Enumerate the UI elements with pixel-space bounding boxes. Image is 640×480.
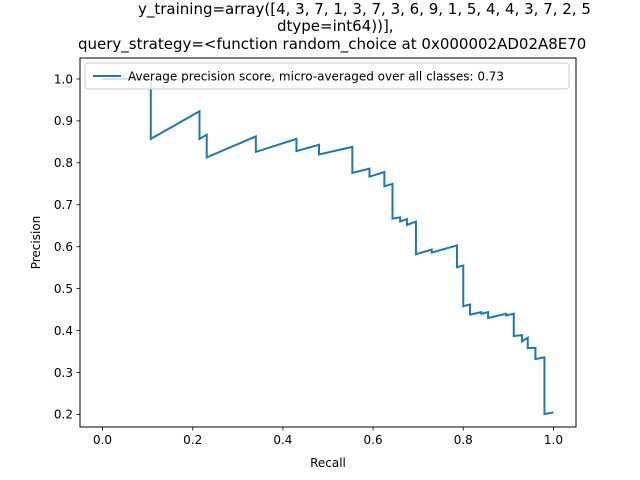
pr-curve-series-0 bbox=[102, 77, 554, 416]
axis-ticks: 0.0 0.2 0.4 0.6 0.8 1.0 0.2 0.3 0.4 0.5 0.6 0.7 0.8 0… bbox=[54, 72, 563, 447]
y-tick-label: 0.3 bbox=[54, 366, 73, 380]
plot-area bbox=[79, 57, 577, 428]
chart-title-line-2: dtype=int64))], bbox=[277, 17, 394, 35]
x-axis-label: Recall bbox=[310, 456, 346, 470]
chart-title-line-1: y_training=array([4, 3, 7, 1, 3, 7, 3, 6… bbox=[138, 0, 591, 19]
y-tick-label: 0.2 bbox=[54, 408, 73, 422]
y-tick-label: 0.8 bbox=[54, 156, 73, 170]
series-layer bbox=[102, 77, 554, 416]
y-tick-label: 0.7 bbox=[54, 198, 73, 212]
x-tick-label: 0.0 bbox=[93, 433, 112, 447]
x-tick-label: 0.6 bbox=[364, 433, 383, 447]
y-tick-label: 0.6 bbox=[54, 240, 73, 254]
legend: Average precision score, micro-averaged … bbox=[84, 62, 570, 90]
chart-title-line-3: query_strategy=<function random_choice a… bbox=[78, 35, 586, 54]
legend-entry-label: Average precision score, micro-averaged … bbox=[128, 70, 504, 84]
x-tick-label: 0.2 bbox=[183, 433, 202, 447]
x-tick-label: 0.4 bbox=[273, 433, 292, 447]
x-tick-label: 0.8 bbox=[454, 433, 473, 447]
y-tick-label: 0.5 bbox=[54, 282, 73, 296]
legend-box bbox=[84, 62, 570, 90]
y-tick-label: 0.9 bbox=[54, 114, 73, 128]
x-tick-label: 1.0 bbox=[544, 433, 563, 447]
y-tick-label: 0.4 bbox=[54, 324, 73, 338]
y-axis-label: Precision bbox=[29, 216, 43, 270]
y-tick-label: 1.0 bbox=[54, 72, 73, 86]
